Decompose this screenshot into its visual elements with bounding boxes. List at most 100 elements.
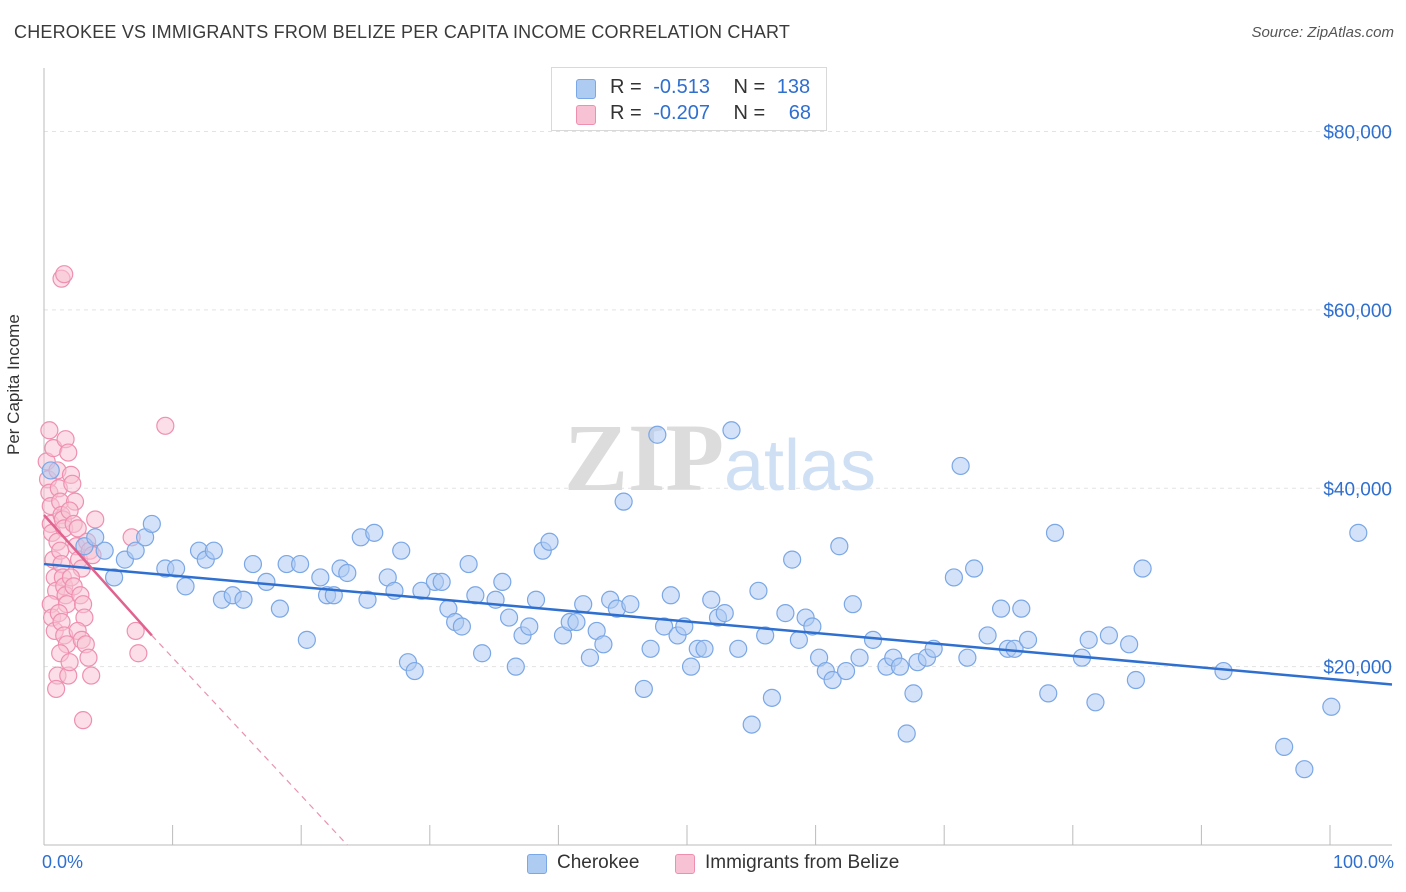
belize-point-57 bbox=[79, 648, 98, 667]
belize-point-35 bbox=[60, 653, 79, 672]
cherokee-point-107 bbox=[951, 456, 970, 476]
cherokee-point-52 bbox=[526, 590, 546, 609]
belize-trend-line bbox=[43, 514, 153, 637]
gridlines bbox=[44, 131, 1392, 668]
belize-point-67 bbox=[156, 416, 175, 435]
cherokee-point-48 bbox=[499, 608, 519, 627]
series-cherokee-points bbox=[41, 421, 1368, 779]
watermark-atlas: atlas bbox=[724, 426, 876, 506]
cherokee-point-47 bbox=[493, 572, 512, 592]
cherokee-point-36 bbox=[405, 661, 424, 681]
cherokee-point-78 bbox=[715, 604, 734, 623]
cherokee-point-84 bbox=[762, 688, 782, 707]
cherokee-point-115 bbox=[1018, 630, 1038, 649]
cherokee-point-64 bbox=[614, 492, 633, 511]
cherokee-point-61 bbox=[594, 635, 613, 654]
legend-swatch-cherokee bbox=[576, 79, 596, 99]
cherokee-point-122 bbox=[1120, 635, 1139, 654]
stats-legend: R = -0.513 N = 138 R = -0.207 N = 68 bbox=[551, 67, 827, 131]
cherokee-point-20 bbox=[270, 599, 289, 618]
cherokee-point-18 bbox=[243, 554, 263, 574]
cherokee-point-79 bbox=[722, 421, 741, 440]
x-tick-label-max: 100.0% bbox=[1332, 852, 1394, 872]
cherokee-point-124 bbox=[1133, 559, 1152, 578]
x-tick-label-min: 0.0% bbox=[42, 852, 84, 872]
cherokee-point-4 bbox=[104, 568, 124, 587]
cherokee-point-129 bbox=[1349, 523, 1368, 542]
legend-n-label: N = bbox=[733, 76, 766, 98]
y-tick-labels: $20,000 $40,000 $60,000 $80,000 bbox=[1323, 123, 1392, 679]
watermark: ZIPatlas bbox=[564, 404, 876, 511]
cherokee-point-85 bbox=[776, 604, 795, 623]
y-tick-label-3: $80,000 bbox=[1323, 123, 1392, 144]
cherokee-point-65 bbox=[621, 595, 640, 614]
cherokee-point-102 bbox=[904, 684, 923, 703]
belize-point-45 bbox=[68, 519, 87, 538]
cherokee-point-76 bbox=[702, 590, 721, 609]
cherokee-point-70 bbox=[661, 586, 680, 605]
belize-trend-extension bbox=[151, 635, 348, 846]
cherokee-point-75 bbox=[695, 639, 714, 658]
cherokee-point-14 bbox=[204, 541, 223, 560]
cherokee-point-49 bbox=[506, 657, 525, 676]
belize-point-41 bbox=[63, 474, 82, 493]
cherokee-point-8 bbox=[142, 514, 161, 534]
cherokee-trend-line bbox=[43, 562, 1393, 686]
cherokee-point-59 bbox=[580, 648, 600, 667]
cherokee-point-120 bbox=[1086, 693, 1105, 712]
cherokee-point-45 bbox=[473, 644, 492, 663]
series-belize-points bbox=[37, 265, 175, 730]
cherokee-point-54 bbox=[540, 532, 559, 551]
belize-point-33 bbox=[47, 679, 66, 699]
cherokee-point-0 bbox=[41, 461, 60, 480]
cherokee-point-92 bbox=[823, 670, 842, 690]
belize-point-37 bbox=[55, 265, 74, 284]
belize-point-63 bbox=[86, 510, 105, 529]
cherokee-point-119 bbox=[1079, 630, 1098, 649]
cherokee-point-83 bbox=[756, 626, 775, 645]
cherokee-point-81 bbox=[742, 715, 761, 734]
source-label: Source: ZipAtlas.com bbox=[1251, 24, 1394, 41]
cherokee-point-121 bbox=[1099, 626, 1119, 645]
legend-swatch-belize bbox=[576, 105, 596, 125]
cherokee-point-80 bbox=[729, 639, 748, 658]
cherokee-point-31 bbox=[365, 523, 384, 542]
legend-r-label: R = bbox=[610, 102, 642, 124]
cherokee-point-24 bbox=[311, 568, 330, 587]
belize-point-12 bbox=[40, 421, 59, 440]
y-tick-label-1: $40,000 bbox=[1323, 479, 1392, 500]
cherokee-point-39 bbox=[432, 572, 451, 592]
legend-r-value-cherokee: -0.513 bbox=[653, 76, 710, 98]
belize-point-59 bbox=[73, 711, 93, 730]
cherokee-point-128 bbox=[1322, 697, 1341, 716]
cherokee-point-101 bbox=[897, 724, 916, 743]
cherokee-point-95 bbox=[843, 595, 862, 614]
cherokee-point-106 bbox=[944, 568, 964, 587]
watermark-zip: ZIP bbox=[564, 404, 724, 511]
cherokee-point-110 bbox=[978, 626, 997, 645]
cherokee-point-57 bbox=[567, 612, 586, 632]
cherokee-point-111 bbox=[991, 599, 1011, 618]
cherokee-point-58 bbox=[574, 595, 593, 614]
cherokee-point-93 bbox=[830, 537, 849, 556]
cherokee-point-109 bbox=[965, 559, 984, 578]
cherokee-point-23 bbox=[291, 554, 310, 574]
cherokee-point-108 bbox=[958, 648, 977, 667]
cherokee-point-100 bbox=[890, 657, 910, 676]
cherokee-point-51 bbox=[520, 617, 539, 636]
cherokee-point-117 bbox=[1045, 523, 1065, 542]
cherokee-point-123 bbox=[1126, 670, 1145, 690]
legend-n-value-belize: 68 bbox=[788, 102, 812, 124]
cherokee-point-94 bbox=[836, 661, 856, 681]
cherokee-point-3 bbox=[95, 541, 114, 560]
cherokee-point-114 bbox=[1012, 599, 1031, 618]
legend-n-value-cherokee: 138 bbox=[776, 76, 811, 98]
cherokee-point-42 bbox=[452, 617, 471, 636]
cherokee-point-28 bbox=[338, 563, 357, 583]
trend-lines bbox=[43, 514, 1393, 846]
cherokee-point-11 bbox=[176, 577, 195, 596]
cherokee-point-86 bbox=[783, 550, 802, 569]
belize-point-66 bbox=[129, 644, 148, 663]
cherokee-point-82 bbox=[749, 581, 768, 600]
